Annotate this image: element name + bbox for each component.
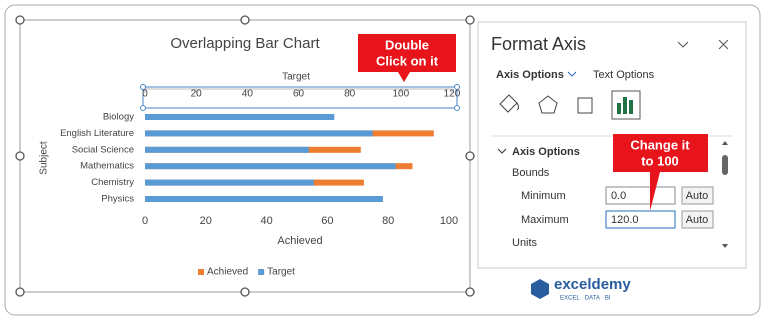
auto-button-text[interactable]: Auto — [686, 190, 709, 202]
y-axis-title: Subject — [39, 141, 50, 175]
dropdown-icon[interactable] — [677, 41, 689, 48]
field-input[interactable] — [605, 186, 676, 205]
plot: 0 20 40 60 80 100 0 20 40 60 80 100 120 Biology Englis… — [60, 89, 461, 278]
x2-tick-label: 100 — [392, 89, 409, 100]
legend-label: Target — [267, 267, 295, 278]
auto-button[interactable] — [681, 210, 714, 229]
x2-tick-label: 60 — [293, 89, 305, 100]
auto-button-text[interactable]: Auto — [686, 214, 709, 226]
field-label: Minimum — [521, 190, 566, 202]
x-tick-label: 60 — [321, 215, 333, 227]
section-chevron[interactable] — [497, 148, 507, 154]
x2-tick-label: 80 — [344, 89, 356, 100]
y-tick-label: Mathematics — [80, 161, 134, 172]
group-title: Bounds — [512, 167, 550, 179]
logo-tagline: EXCEL · DATA · BI — [560, 296, 611, 302]
size-icon[interactable] — [577, 97, 593, 114]
x-axis-title: Achieved — [277, 235, 322, 247]
chart-title: Overlapping Bar Chart — [170, 35, 320, 52]
field-input[interactable] — [605, 210, 676, 229]
bar — [145, 146, 309, 153]
y-tick-label: Physics — [101, 194, 134, 205]
x2-tick-label: 40 — [242, 89, 254, 100]
legend-swatch — [198, 269, 204, 275]
scrollbar-thumb[interactable] — [722, 155, 728, 175]
callout-text: Change it — [630, 137, 690, 152]
x-tick-label: 0 — [142, 215, 148, 227]
x2-tick-label: 20 — [191, 89, 203, 100]
logo-name: exceldemy — [554, 276, 631, 293]
field-value[interactable]: 120.0 — [611, 214, 639, 226]
bar — [145, 114, 335, 120]
section-title[interactable]: Axis Options — [512, 146, 580, 158]
axis-handles — [140, 84, 460, 111]
auto-button[interactable] — [681, 186, 714, 205]
x2-tick-label: 120 — [444, 89, 461, 100]
field-label: Maximum — [521, 214, 569, 226]
callout: Double Click on it — [358, 34, 456, 82]
axis-options-icon[interactable] — [611, 90, 641, 120]
axis-selection[interactable] — [142, 86, 458, 109]
bar — [145, 130, 373, 137]
field-value[interactable]: 0.0 — [611, 190, 626, 202]
group-title: Units — [512, 237, 538, 249]
tab-chevron[interactable] — [567, 71, 577, 77]
y-tick-label: Chemistry — [91, 177, 134, 188]
callout-arrow — [398, 72, 410, 82]
effects-icon[interactable] — [538, 95, 558, 114]
tab-axis-options[interactable]: Axis Options — [496, 69, 564, 81]
close-icon[interactable] — [718, 39, 729, 50]
callout-box — [613, 134, 708, 172]
callout-arrow — [650, 172, 660, 211]
pane-title: Format Axis — [491, 34, 586, 54]
fill-icon[interactable] — [499, 94, 519, 113]
y-tick-label: Biology — [103, 112, 134, 123]
x2-axis-title: Target — [282, 72, 310, 83]
bar — [145, 163, 396, 170]
pane-icons — [499, 90, 641, 120]
selection-handles — [15, 15, 475, 297]
callout: Change it to 100 — [613, 134, 708, 211]
x-tick-label: 100 — [440, 215, 458, 227]
x-tick-label: 20 — [200, 215, 212, 227]
legend-swatch — [258, 269, 265, 275]
tab-text-options[interactable]: Text Options — [593, 69, 655, 81]
callout-text: Double — [385, 37, 429, 52]
legend-label: Achieved — [207, 267, 248, 278]
logo-icon — [531, 279, 549, 299]
callout-text: to 100 — [641, 153, 679, 168]
bar — [145, 196, 383, 202]
callout-box — [358, 34, 456, 72]
bar — [145, 179, 314, 186]
x-tick-label: 80 — [382, 215, 394, 227]
x2-tick-label: 0 — [142, 89, 148, 100]
x-tick-label: 40 — [260, 215, 272, 227]
callout-text: Click on it — [376, 53, 439, 68]
y-tick-label: English Literature — [60, 128, 134, 139]
y-tick-label: Social Science — [72, 144, 134, 155]
logo: exceldemy EXCEL · DATA · BI — [531, 276, 631, 302]
